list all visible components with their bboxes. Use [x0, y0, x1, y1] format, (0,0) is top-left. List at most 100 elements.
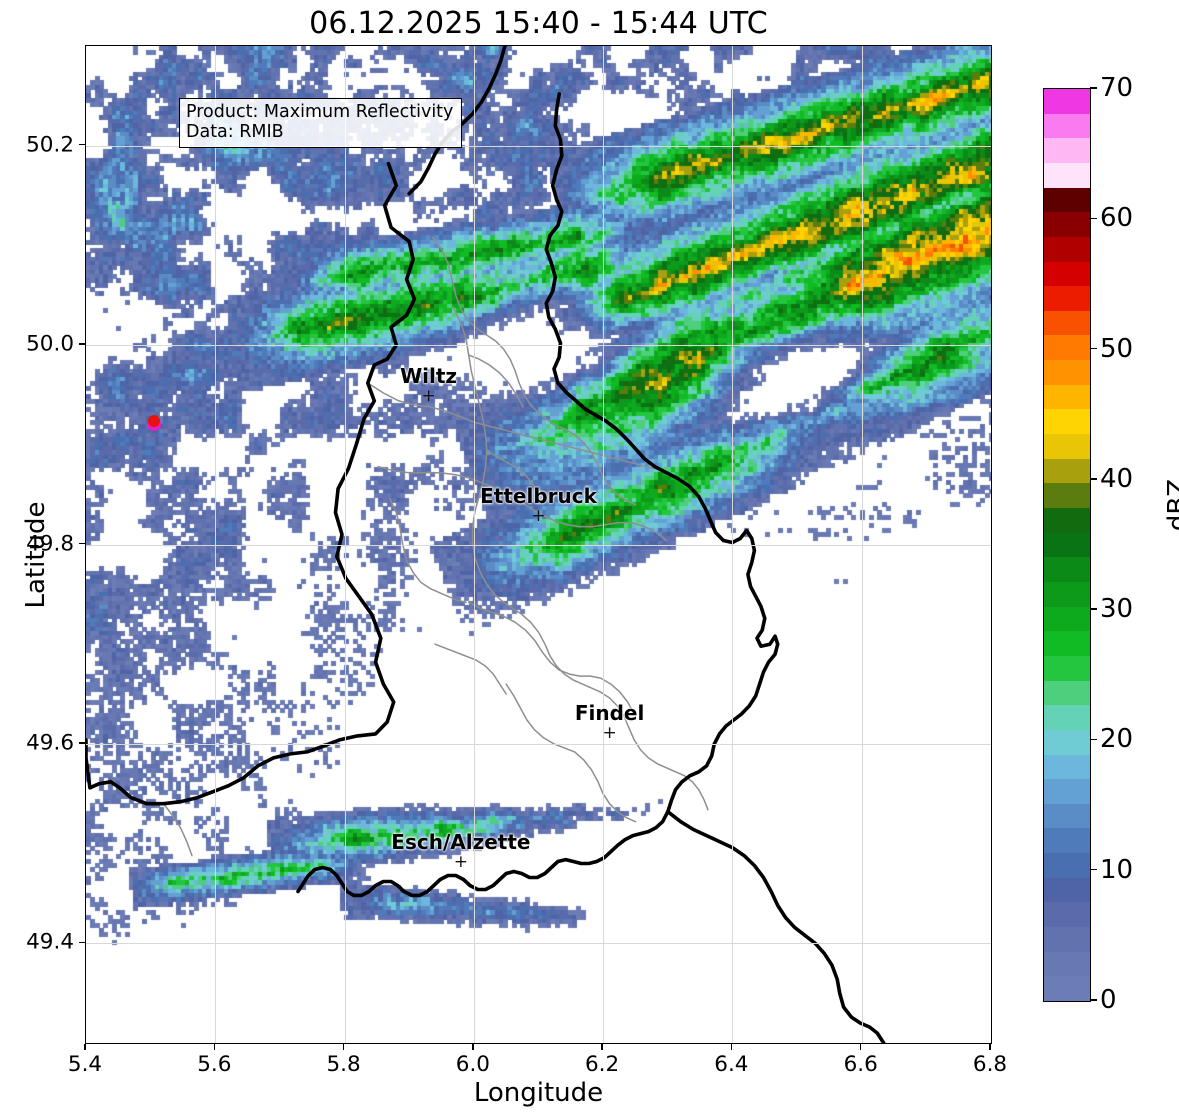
district-border-segment — [486, 450, 542, 500]
legend-data-line: Data: RMIB — [186, 122, 284, 143]
national-border-segment — [666, 809, 886, 1043]
x-axis-tick-label: 5.4 — [67, 1052, 103, 1077]
y-axis-tick — [79, 542, 85, 545]
colorbar-title: dBZ — [1163, 478, 1179, 532]
colorbar-band — [1044, 212, 1090, 237]
colorbar-tick — [1090, 347, 1097, 350]
colorbar-tick — [1090, 478, 1097, 480]
colorbar-band — [1044, 335, 1090, 361]
district-border-segment — [434, 643, 507, 695]
x-axis-tick-label: 5.8 — [326, 1052, 361, 1077]
x-axis-tick — [601, 1044, 603, 1050]
colorbar-band — [1044, 261, 1090, 287]
national-border-segment — [86, 161, 417, 806]
district-border-segment — [467, 601, 635, 715]
district-border-segment — [389, 497, 467, 604]
colorbar-band — [1044, 483, 1090, 509]
x-axis-tick — [213, 1044, 215, 1050]
district-border-segment — [431, 236, 555, 426]
y-axis-tick-label: 49.4 — [26, 929, 74, 955]
y-axis-tick — [79, 742, 85, 744]
x-axis-tick — [730, 1044, 733, 1050]
colorbar-band — [1044, 631, 1090, 656]
colorbar-tick-label: 30 — [1100, 594, 1134, 625]
colorbar-band — [1044, 853, 1090, 878]
colorbar-tick-label: 60 — [1100, 203, 1134, 234]
colorbar-tick-label: 70 — [1100, 73, 1134, 103]
grid-line-horizontal — [86, 145, 991, 147]
y-axis-tick — [79, 941, 85, 943]
colorbar — [1043, 88, 1091, 1002]
x-axis-tick — [472, 1044, 474, 1050]
map-plot-area[interactable]: Wiltz + Ettelbruck + Findel + Esch/Alzette + Pr… — [85, 45, 992, 1044]
colorbar-tick — [1090, 738, 1097, 741]
colorbar-band — [1044, 286, 1090, 311]
x-axis-tick-label: 6.6 — [843, 1052, 878, 1077]
colorbar-tick — [1090, 868, 1097, 871]
national-border-line — [86, 46, 886, 1043]
x-axis-tick-label: 6.2 — [584, 1052, 620, 1077]
colorbar-band — [1044, 680, 1090, 706]
y-axis-tick-label: 50.0 — [26, 331, 74, 357]
colorbar-tick-label: 20 — [1100, 724, 1134, 755]
grid-line-horizontal — [86, 345, 991, 347]
grid-line-horizontal — [86, 544, 991, 546]
colorbar-band — [1044, 655, 1090, 681]
district-border-segment — [553, 424, 637, 506]
colorbar-band — [1044, 458, 1090, 484]
colorbar-band — [1044, 409, 1090, 435]
grid-line-horizontal — [86, 743, 991, 745]
map-borders-layer — [86, 46, 886, 1043]
district-border-segment — [377, 465, 668, 542]
colorbar-band — [1044, 236, 1090, 262]
colorbar-band — [1044, 89, 1090, 114]
colorbar-band — [1044, 877, 1090, 903]
x-axis-tick — [342, 1044, 345, 1050]
x-axis-tick — [989, 1044, 991, 1050]
product-info-box: Product: Maximum Reflectivity Data: RMIB — [179, 98, 463, 148]
colorbar-band — [1044, 927, 1090, 952]
district-border-segment — [505, 683, 637, 823]
colorbar-band — [1044, 754, 1090, 780]
colorbar-band — [1044, 976, 1090, 1001]
colorbar-band — [1044, 729, 1090, 755]
colorbar-tick — [1090, 999, 1097, 1001]
x-axis-tick — [84, 1044, 86, 1050]
colorbar-tick — [1090, 87, 1097, 89]
y-axis-tick-label: 50.2 — [26, 132, 74, 158]
colorbar-band — [1044, 581, 1090, 607]
x-axis-title: Longitude — [473, 1078, 604, 1108]
colorbar-band — [1044, 779, 1090, 804]
colorbar-band — [1044, 187, 1090, 213]
colorbar-band — [1044, 384, 1090, 410]
national-border-segment — [296, 92, 780, 898]
colorbar-band — [1044, 803, 1090, 829]
y-axis-title: Latitude — [21, 501, 51, 609]
x-axis-tick-label: 6.4 — [714, 1052, 749, 1077]
colorbar-band — [1044, 606, 1090, 632]
colorbar-band — [1044, 951, 1090, 977]
y-axis-tick-label: 49.6 — [26, 730, 74, 756]
colorbar-band — [1044, 508, 1090, 533]
colorbar-tick-label: 50 — [1100, 333, 1134, 364]
colorbar-tick — [1090, 217, 1097, 220]
colorbar-band — [1044, 113, 1090, 139]
y-axis-tick — [79, 144, 85, 146]
grid-line-horizontal — [86, 943, 991, 945]
colorbar-band — [1044, 434, 1090, 459]
district-border-segment — [367, 382, 664, 472]
colorbar-band — [1044, 557, 1090, 582]
colorbar-band — [1044, 705, 1090, 730]
district-border-segment — [467, 354, 524, 408]
y-axis-tick-label: 49.8 — [26, 531, 74, 556]
legend-product-line: Product: Maximum Reflectivity — [186, 102, 454, 122]
district-border-segment — [452, 306, 709, 811]
x-axis-tick-label: 5.6 — [197, 1052, 232, 1077]
colorbar-band — [1044, 310, 1090, 336]
colorbar-tick-label: 10 — [1100, 854, 1134, 885]
colorbar-band — [1044, 828, 1090, 854]
colorbar-band — [1044, 532, 1090, 558]
colorbar-band — [1044, 902, 1090, 928]
y-axis-tick — [79, 343, 85, 345]
